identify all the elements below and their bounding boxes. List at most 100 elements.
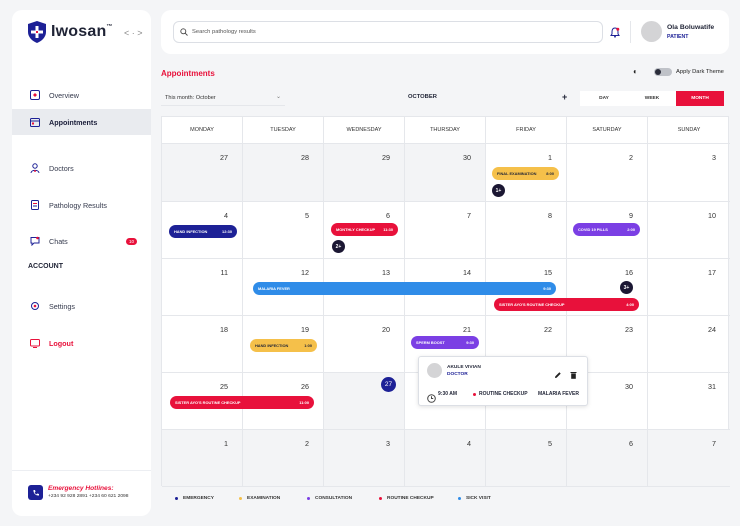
calendar-day-cell[interactable]: 5: [486, 430, 567, 487]
logo[interactable]: Iwosan™: [27, 21, 113, 43]
calendar-day-cell[interactable]: 27: [162, 144, 243, 202]
legend-routine-checkup: ROUTINE CHECKUP: [379, 496, 434, 501]
calendar-day-cell[interactable]: 31: [648, 373, 730, 430]
calendar-day-cell[interactable]: 10: [648, 202, 730, 259]
calendar-day-cell[interactable]: 8: [486, 202, 567, 259]
calendar-day-cell[interactable]: 1: [486, 144, 567, 202]
event-sperm-boost[interactable]: SPERM BOOST 9:30: [411, 336, 479, 349]
sidebar-item-label: Doctors: [49, 163, 74, 173]
sidebar-item-chats[interactable]: Chats 10: [12, 228, 151, 254]
calendar-day-cell[interactable]: 30: [405, 144, 486, 202]
calendar-day-cell[interactable]: 23: [567, 316, 648, 373]
date-number: 7: [712, 439, 716, 448]
date-number: 11: [220, 268, 228, 277]
calendar-day-cell[interactable]: 18: [162, 316, 243, 373]
month-select[interactable]: This month: October ⌄: [161, 91, 285, 106]
calendar-day-cell[interactable]: 15: [486, 259, 567, 316]
phone-icon[interactable]: [28, 485, 43, 500]
search-icon: [180, 28, 188, 36]
date-number: 1: [224, 439, 228, 448]
shield-logo-icon: [28, 21, 46, 43]
view-switcher: DAY WEEK MONTH: [580, 91, 724, 106]
trademark: ™: [106, 24, 113, 30]
sidebar-item-doctors[interactable]: Doctors: [12, 155, 151, 181]
date-number: 18: [220, 325, 228, 334]
sidebar-item-label: Pathology Results: [49, 200, 107, 210]
calendar-day-cell[interactable]: 7: [648, 430, 730, 487]
calendar-day-cell[interactable]: 11: [162, 259, 243, 316]
event-hand-infection[interactable]: HAND INFECTION 1:00: [250, 339, 317, 352]
event-time: 4:00: [626, 302, 634, 307]
date-number: 19: [301, 325, 309, 334]
more-events-badge[interactable]: 3+: [620, 281, 633, 294]
date-number: 12: [301, 268, 309, 277]
calendar-day-cell[interactable]: 6: [567, 430, 648, 487]
edit-icon[interactable]: [554, 366, 562, 384]
event-hand-infection[interactable]: HAND INFECTION 12:30: [169, 225, 237, 238]
add-appointment-button[interactable]: +: [562, 92, 568, 102]
calendar-day-cell[interactable]: 6: [324, 202, 405, 259]
event-time: 9:30: [543, 286, 551, 291]
calendar-day-cell[interactable]: 3: [324, 430, 405, 487]
view-month-button[interactable]: MONTH: [676, 91, 724, 106]
dark-theme-toggle[interactable]: [654, 68, 672, 76]
sidebar-item-logout[interactable]: Logout: [12, 330, 151, 356]
topbar: Search pathology results Ola Boluwatife …: [161, 10, 729, 54]
search-placeholder: Search pathology results: [192, 29, 256, 35]
collapse-sidebar-icon[interactable]: < · >: [124, 28, 143, 38]
calendar-day-cell[interactable]: 17: [648, 259, 730, 316]
avatar[interactable]: [641, 21, 662, 42]
calendar-day-cell[interactable]: 16: [567, 259, 648, 316]
event-label: MONTHLY CHECKUP: [336, 227, 376, 232]
event-final-examination[interactable]: FINAL EXAMINATION 8:00: [492, 167, 559, 180]
calendar-day-cell[interactable]: 30: [567, 373, 648, 430]
view-week-button[interactable]: WEEK: [628, 91, 676, 106]
calendar-day-cell[interactable]: 19: [243, 316, 324, 373]
more-events-badge[interactable]: 2+: [332, 240, 345, 253]
date-number: 23: [625, 325, 633, 334]
calendar-day-cell[interactable]: 24: [648, 316, 730, 373]
calendar-day-cell[interactable]: 4: [162, 202, 243, 259]
view-day-button[interactable]: DAY: [580, 91, 628, 106]
event-malaria-fever[interactable]: MALARIA FEVER 9:30: [253, 282, 556, 295]
calendar-day-cell[interactable]: 5: [243, 202, 324, 259]
event-routine-checkup[interactable]: SISTER AYO'S ROUTINE CHECKUP 4:00: [494, 298, 639, 311]
doctor-name: AKULE VIVIAN: [447, 365, 481, 370]
doctor-role: DOCTOR: [447, 372, 468, 377]
calendar-day-cell[interactable]: 9: [567, 202, 648, 259]
event-covid-pills[interactable]: COVID 19 PILLS 2:00: [573, 223, 640, 236]
sidebar-item-pathology[interactable]: Pathology Results: [12, 192, 151, 218]
account-section-label: ACCOUNT: [28, 263, 63, 270]
delete-icon[interactable]: [570, 366, 577, 384]
event-routine-checkup[interactable]: SISTER AYO'S ROUTINE CHECKUP 11:00: [170, 396, 314, 409]
sidebar-item-overview[interactable]: Overview: [12, 82, 151, 108]
logout-icon: [29, 338, 40, 349]
chat-icon: [29, 236, 40, 247]
calendar-day-cell[interactable]: 1: [162, 430, 243, 487]
calendar-day-cell[interactable]: 20: [324, 316, 405, 373]
day-header: SATURDAY: [567, 117, 648, 144]
event-time: 2:00: [627, 227, 635, 232]
calendar-day-cell[interactable]: 29: [324, 144, 405, 202]
calendar-day-cell[interactable]: 3: [648, 144, 730, 202]
calendar-day-cell[interactable]: 4: [405, 430, 486, 487]
calendar-day-cell[interactable]: 2: [243, 430, 324, 487]
calendar-day-cell[interactable]: 7: [405, 202, 486, 259]
event-time: 12:30: [222, 229, 232, 234]
sidebar-item-settings[interactable]: Settings: [12, 293, 151, 319]
calendar-day-cell[interactable]: 26: [243, 373, 324, 430]
calendar-day-cell[interactable]: 28: [243, 144, 324, 202]
hotline-numbers: +234 92 928 2891 +234 60 621 2098: [48, 494, 129, 499]
moon-icon: ◐: [633, 67, 638, 76]
legend-label: SICK VISIT: [466, 496, 491, 501]
calendar-day-cell[interactable]: 2: [567, 144, 648, 202]
sidebar-item-appointments[interactable]: Appointments: [12, 109, 151, 135]
event-label: SPERM BOOST: [416, 340, 445, 345]
search-input[interactable]: Search pathology results: [173, 21, 603, 43]
calendar-grid: MONDAY TUESDAY WEDNESDAY THURSDAY FRIDAY…: [161, 116, 730, 487]
more-events-badge[interactable]: 1+: [492, 184, 505, 197]
calendar-day-cell[interactable]: 27: [324, 373, 405, 430]
legend-examination: EXAMINATION: [239, 496, 280, 501]
event-monthly-checkup[interactable]: MONTHLY CHECKUP 11:30: [331, 223, 398, 236]
notification-bell-icon[interactable]: [610, 25, 620, 43]
